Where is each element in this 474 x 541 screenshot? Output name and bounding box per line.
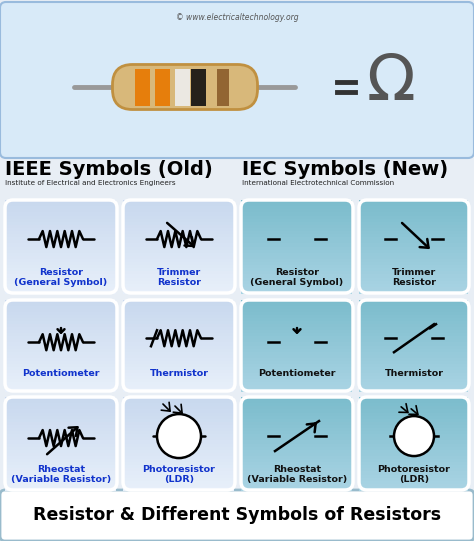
Bar — [396, 332, 432, 345]
FancyBboxPatch shape — [0, 490, 474, 541]
Text: International Electrotechnical Commission: International Electrotechnical Commissio… — [242, 180, 394, 186]
Text: IEEE Symbols (Old): IEEE Symbols (Old) — [5, 160, 213, 179]
Text: Resistor
(General Symbol): Resistor (General Symbol) — [14, 268, 108, 287]
Text: IEC Symbols (New): IEC Symbols (New) — [242, 160, 448, 179]
Circle shape — [157, 414, 201, 458]
Text: Potentiometer: Potentiometer — [258, 369, 336, 378]
Text: $\Omega$: $\Omega$ — [366, 51, 414, 113]
FancyBboxPatch shape — [155, 69, 171, 105]
Text: Photoresistor
(LDR): Photoresistor (LDR) — [143, 465, 216, 484]
Text: Trimmer
Resistor: Trimmer Resistor — [157, 268, 201, 287]
Bar — [279, 430, 315, 443]
Text: Resistor & Different Symbols of Resistors: Resistor & Different Symbols of Resistor… — [33, 506, 441, 525]
FancyBboxPatch shape — [217, 69, 229, 105]
Text: Trimmer
Resistor: Trimmer Resistor — [392, 268, 436, 287]
Text: Potentiometer: Potentiometer — [22, 369, 100, 378]
Text: Rheostat
(Variable Resistor): Rheostat (Variable Resistor) — [247, 465, 347, 484]
Bar — [401, 431, 427, 441]
Text: Photoresistor
(LDR): Photoresistor (LDR) — [378, 465, 450, 484]
Bar — [396, 233, 432, 246]
FancyBboxPatch shape — [112, 64, 257, 109]
Text: © www.electricaltechnology.org: © www.electricaltechnology.org — [176, 13, 298, 22]
Bar — [279, 233, 315, 246]
FancyBboxPatch shape — [191, 69, 207, 105]
Text: Thermistor: Thermistor — [384, 369, 444, 378]
Text: Rheostat
(Variable Resistor): Rheostat (Variable Resistor) — [11, 465, 111, 484]
Bar — [279, 336, 315, 349]
FancyBboxPatch shape — [136, 69, 151, 105]
Text: Institute of Electrical and Electronics Engineers: Institute of Electrical and Electronics … — [5, 180, 176, 186]
Text: Resistor
(General Symbol): Resistor (General Symbol) — [250, 268, 344, 287]
FancyBboxPatch shape — [0, 2, 474, 158]
FancyBboxPatch shape — [175, 69, 191, 105]
Text: Thermistor: Thermistor — [149, 369, 209, 378]
Circle shape — [394, 416, 434, 456]
